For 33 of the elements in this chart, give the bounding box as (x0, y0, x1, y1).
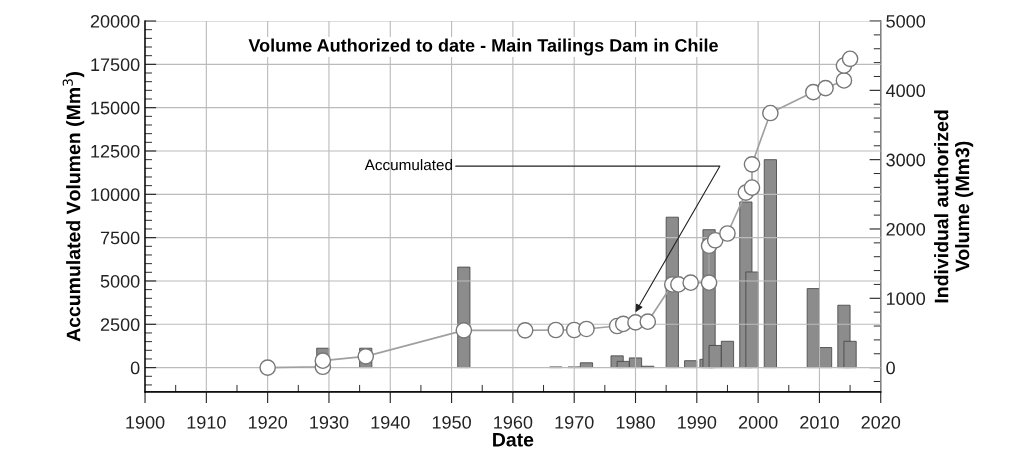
y-tick-label: 20000 (90, 14, 140, 28)
y2-tick-label: 1000 (886, 292, 926, 306)
x-tick-label: 1920 (248, 415, 288, 429)
y-tick-label: 5000 (100, 274, 140, 288)
y-tick-label: 0 (130, 361, 140, 375)
y-tick-label: 17500 (91, 58, 140, 72)
y-tick-label: 2500 (100, 318, 140, 332)
y-tick-label: 7500 (100, 231, 140, 245)
y-tick-label: 10000 (91, 188, 140, 202)
y-tick-label: 15000 (91, 101, 140, 115)
y2-tick-label: 2000 (886, 222, 926, 236)
y-tick-label: 12500 (91, 144, 140, 158)
x-tick-label: 1950 (432, 415, 471, 429)
x-tick-label: 1930 (310, 415, 349, 429)
x-tick-label: 1990 (678, 415, 717, 429)
y2-tick-label: 5000 (886, 14, 926, 28)
x-tick-label: 1960 (494, 415, 533, 429)
x-tick-label: 2020 (861, 415, 901, 429)
x-tick-label: 2000 (738, 415, 778, 429)
y2-tick-label: 0 (886, 361, 895, 375)
annotation: Accumulated (364, 159, 452, 171)
x-tick-label: 1980 (616, 415, 655, 429)
x-axis-title: Date (493, 433, 534, 447)
x-tick-label: 1940 (371, 415, 410, 429)
y2-tick-label: 3000 (886, 153, 926, 167)
y2-tick-label: 4000 (886, 84, 926, 98)
y2-axis-title: Individual authorized Volume (Mm3) (934, 110, 974, 303)
x-tick-label: 1910 (187, 415, 226, 429)
y-axis-title: Accumulated Volumen (Mm$^{3}$) (62, 72, 85, 342)
x-tick-label: 2010 (800, 415, 839, 429)
text: Volume Authorized to date - Main Tailings Dam in Chile (248, 38, 718, 56)
x-tick-label: 1900 (126, 415, 165, 429)
x-tick-label: 1970 (555, 415, 594, 429)
